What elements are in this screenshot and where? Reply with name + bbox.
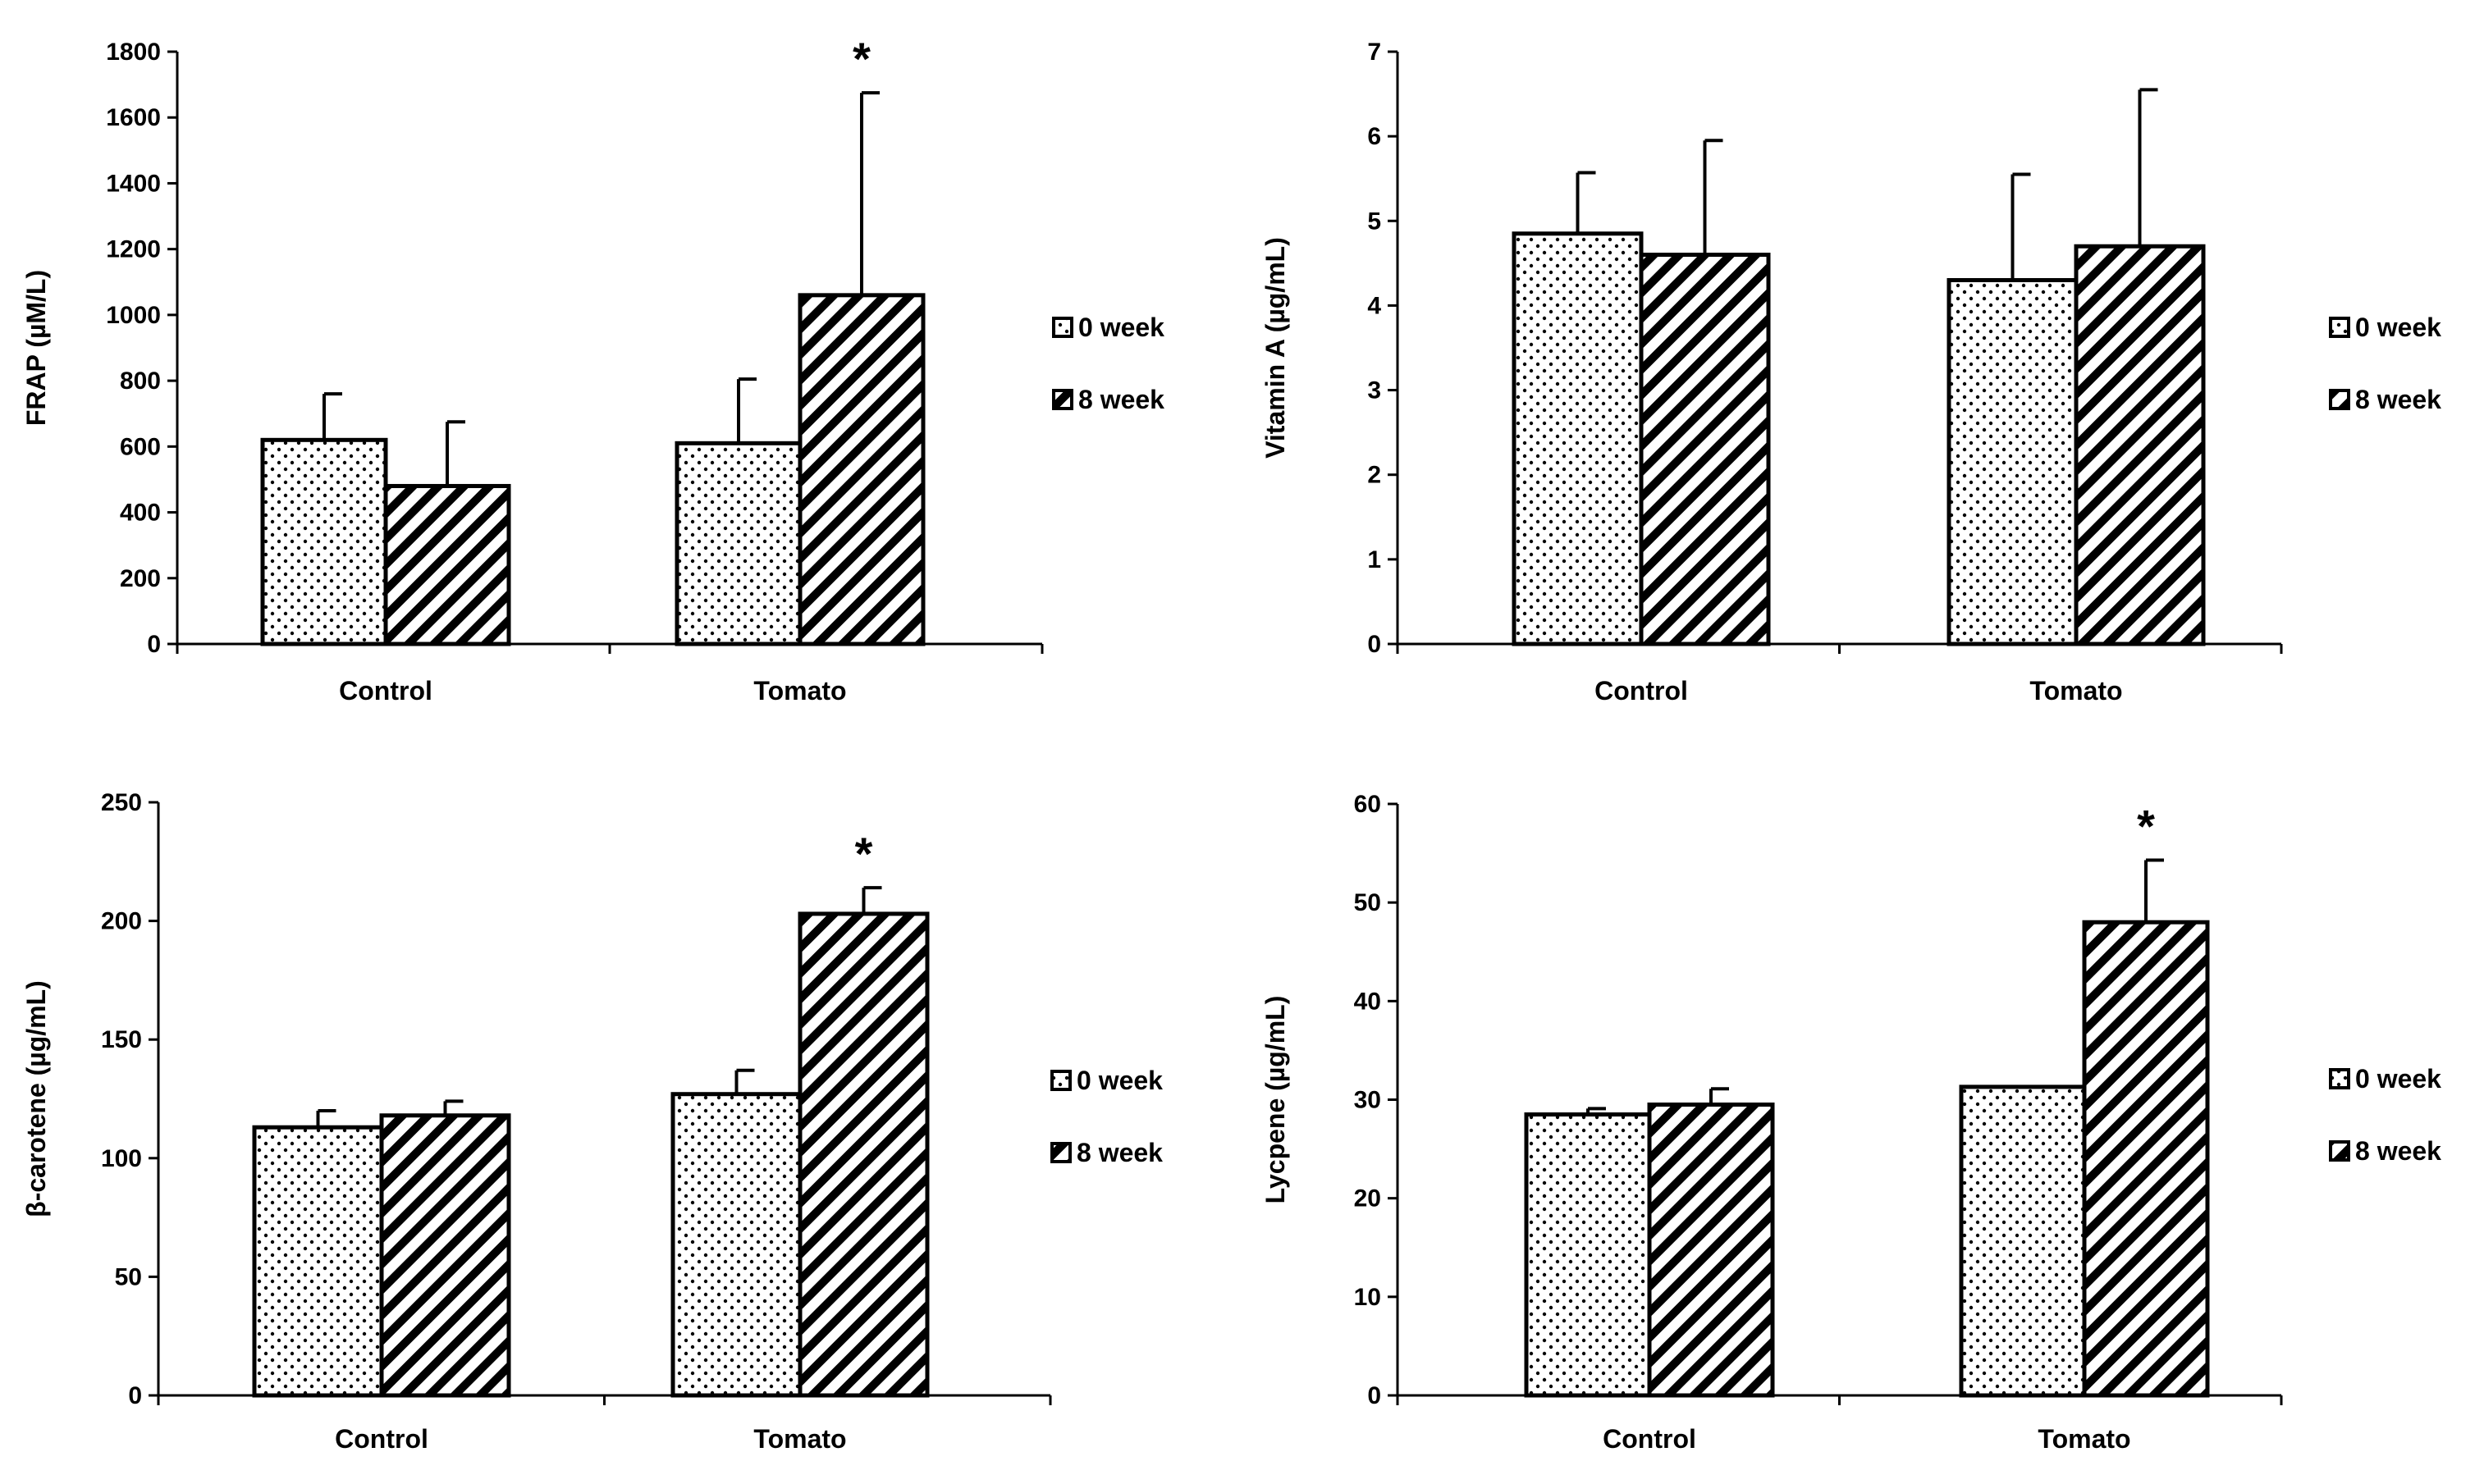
y-tick-label: 1000 xyxy=(106,302,161,329)
legend-swatch-0-week xyxy=(1052,317,1073,338)
chart-vitamin-a: 0 1 2 3 4 5 6 7 Vitamin A (µg/mL) Control Tomato 0 … xyxy=(1239,0,2478,722)
x-category-label: Tomato xyxy=(2038,1424,2130,1454)
legend-label-8-week: 8 week xyxy=(1077,1138,1163,1167)
bar-tomato-0-week xyxy=(1946,277,2079,646)
bar-control-0-week xyxy=(260,437,388,646)
y-tick-label: 1 xyxy=(1367,546,1381,573)
bar-tomato-0-week xyxy=(670,1092,803,1398)
x-category-label: Tomato xyxy=(2029,676,2122,705)
y-tick-label: 200 xyxy=(101,908,142,935)
bar-control-8-week xyxy=(1647,1103,1775,1398)
y-axis-title: Lycpene (µg/mL) xyxy=(1260,996,1290,1204)
legend-swatch-0-week xyxy=(2329,317,2350,338)
legend-swatch-8-week xyxy=(1050,1142,1072,1163)
legend-swatch-0-week xyxy=(1050,1070,1072,1091)
y-tick-label: 7 xyxy=(1367,39,1381,66)
y-tick-label: 800 xyxy=(120,368,161,395)
y-axis-title: FRAP (µM/L) xyxy=(21,270,51,426)
bar-control-0-week xyxy=(1512,231,1644,646)
significance-marker: * xyxy=(853,33,871,84)
y-tick-label: 4 xyxy=(1367,292,1381,319)
bar-tomato-0-week xyxy=(1959,1084,2087,1398)
y-tick-label: 40 xyxy=(1354,988,1381,1015)
y-tick-label: 60 xyxy=(1354,791,1381,818)
bar-tomato-8-week xyxy=(2082,920,2210,1398)
x-category-label: Control xyxy=(1594,676,1688,705)
y-tick-label: 1400 xyxy=(106,170,161,197)
x-category-label: Tomato xyxy=(753,676,846,705)
bar-tomato-8-week xyxy=(2074,244,2206,646)
legend-label-8-week: 8 week xyxy=(2355,385,2441,414)
y-tick-label: 2 xyxy=(1367,462,1381,489)
y-tick-label: 3 xyxy=(1367,377,1381,404)
legend-swatch-8-week xyxy=(1052,389,1073,410)
y-tick-label: 0 xyxy=(147,631,161,658)
y-tick-label: 1800 xyxy=(106,39,161,66)
x-category-label: Control xyxy=(1603,1424,1696,1454)
bar-tomato-8-week xyxy=(798,911,930,1398)
x-category-label: Tomato xyxy=(753,1424,846,1454)
y-tick-label: 600 xyxy=(120,433,161,460)
y-tick-label: 150 xyxy=(101,1026,142,1053)
bar-control-8-week xyxy=(383,483,511,646)
y-tick-label: 0 xyxy=(128,1382,142,1409)
chart-beta-carotene: 0 50 100 150 200 250 β-carotene (µg/mL) Control… xyxy=(0,747,1231,1484)
y-axis-title: β-carotene (µg/mL) xyxy=(21,980,51,1217)
y-axis-title: Vitamin A (µg/mL) xyxy=(1260,237,1290,459)
y-tick-label: 250 xyxy=(101,789,142,816)
significance-marker: * xyxy=(855,828,873,879)
y-tick-label: 100 xyxy=(101,1145,142,1172)
x-category-label: Control xyxy=(335,1424,428,1454)
bar-control-0-week xyxy=(252,1125,384,1398)
y-tick-label: 1200 xyxy=(106,236,161,263)
y-tick-label: 1600 xyxy=(106,104,161,131)
y-tick-label: 30 xyxy=(1354,1087,1381,1114)
bar-control-8-week xyxy=(1639,253,1771,646)
legend-swatch-8-week xyxy=(2329,1140,2350,1162)
bar-control-8-week xyxy=(379,1113,511,1398)
y-tick-label: 50 xyxy=(1354,889,1381,916)
legend-label-0-week: 0 week xyxy=(2355,313,2441,342)
legend-swatch-8-week xyxy=(2329,389,2350,410)
y-tick-label: 0 xyxy=(1367,1382,1381,1409)
chart-frap: 0 200 400 600 800 1000 1200 1400 1600 1800 FRAP (µ… xyxy=(0,0,1231,722)
legend-label-8-week: 8 week xyxy=(2355,1136,2441,1166)
bar-tomato-0-week xyxy=(675,441,803,646)
y-tick-label: 10 xyxy=(1354,1284,1381,1311)
legend-label-0-week: 0 week xyxy=(1077,1066,1163,1095)
y-tick-label: 0 xyxy=(1367,631,1381,658)
y-tick-label: 6 xyxy=(1367,123,1381,150)
legend-swatch-0-week xyxy=(2329,1068,2350,1089)
y-tick-label: 50 xyxy=(115,1263,142,1290)
y-tick-label: 400 xyxy=(120,500,161,527)
x-category-label: Control xyxy=(339,676,432,705)
significance-marker: * xyxy=(2137,800,2155,852)
legend-label-0-week: 0 week xyxy=(1078,313,1164,342)
legend-label-8-week: 8 week xyxy=(1078,385,1164,414)
bar-tomato-8-week xyxy=(798,293,926,646)
bar-control-0-week xyxy=(1524,1112,1652,1398)
y-tick-label: 5 xyxy=(1367,208,1381,235)
chart-lycopene: 0 10 20 30 40 50 60 Lycpene (µg/mL) Control * Toma… xyxy=(1239,747,2478,1484)
legend-label-0-week: 0 week xyxy=(2355,1064,2441,1094)
y-tick-label: 200 xyxy=(120,565,161,592)
y-tick-label: 20 xyxy=(1354,1185,1381,1212)
